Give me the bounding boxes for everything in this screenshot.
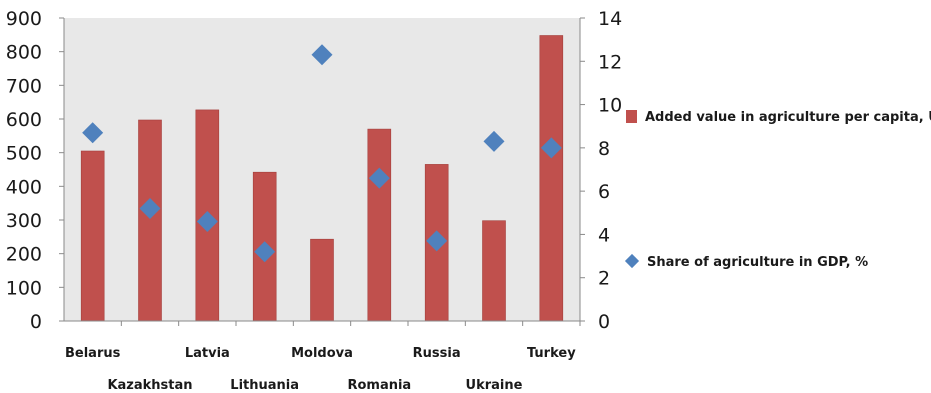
legend: Added value in agriculture per capita, U…	[624, 110, 931, 270]
bar-kazakhstan	[138, 119, 162, 322]
right-axis-ticks: 0 2 4 6 8 10 12 14	[580, 8, 622, 333]
point-ukraine	[483, 130, 505, 152]
bar-belarus	[80, 150, 105, 322]
point-turkey	[540, 137, 562, 159]
bar-ukraine	[482, 220, 506, 322]
right-tick-label: 12	[598, 51, 622, 73]
legend-swatch-bars	[626, 110, 637, 123]
left-tick-label: 100	[6, 277, 42, 299]
left-tick-label: 200	[6, 244, 42, 266]
category-label-russia: Russia	[413, 346, 461, 361]
bar-series	[80, 35, 564, 322]
right-tick-label: 6	[598, 181, 610, 203]
bar-moldova	[310, 238, 334, 322]
category-label-romania: Romania	[347, 378, 411, 393]
category-label-ukraine: Ukraine	[466, 378, 523, 393]
point-lithuania	[254, 241, 276, 263]
scatter-series	[82, 44, 562, 263]
left-tick-label: 600	[6, 109, 42, 131]
category-label-lithuania: Lithuania	[230, 378, 299, 393]
category-label-latvia: Latvia	[185, 346, 230, 361]
point-russia	[426, 230, 448, 252]
legend-item-points: Share of agriculture in GDP, %	[624, 253, 868, 270]
left-tick-label: 400	[6, 176, 42, 198]
bar-turkey	[539, 35, 564, 322]
x-axis-ticks	[120, 321, 581, 326]
category-labels: Belarus Kazakhstan Latvia Lithuania Moldova R…	[65, 346, 576, 393]
point-moldova	[311, 44, 333, 66]
category-label-kazakhstan: Kazakhstan	[107, 378, 192, 393]
point-belarus	[82, 122, 104, 144]
legend-marker-points	[624, 253, 640, 269]
legend-label-points: Share of agriculture in GDP, %	[647, 255, 868, 270]
left-tick-label: 900	[6, 8, 42, 30]
right-tick-label: 4	[598, 224, 610, 246]
left-tick-label: 500	[6, 143, 42, 165]
point-romania	[368, 167, 390, 189]
category-label-moldova: Moldova	[291, 346, 353, 361]
left-tick-label: 800	[6, 42, 42, 64]
left-tick-label: 700	[6, 75, 42, 97]
legend-item-bars: Added value in agriculture per capita, U…	[626, 110, 931, 125]
bar-romania	[367, 128, 392, 322]
right-tick-label: 10	[598, 95, 622, 117]
left-tick-label: 0	[30, 311, 42, 333]
right-tick-label: 2	[598, 268, 610, 290]
category-label-turkey: Turkey	[527, 346, 576, 361]
right-tick-label: 0	[598, 311, 610, 333]
left-tick-label: 300	[6, 210, 42, 232]
right-tick-label: 8	[598, 138, 610, 160]
point-kazakhstan	[139, 197, 161, 219]
point-latvia	[196, 210, 218, 232]
right-tick-label: 14	[598, 8, 622, 30]
legend-label-bars: Added value in agriculture per capita, U…	[645, 110, 931, 125]
category-label-belarus: Belarus	[65, 346, 121, 361]
left-axis-ticks: 0 100 200 300 400 500 600 700 800 900	[6, 8, 64, 333]
